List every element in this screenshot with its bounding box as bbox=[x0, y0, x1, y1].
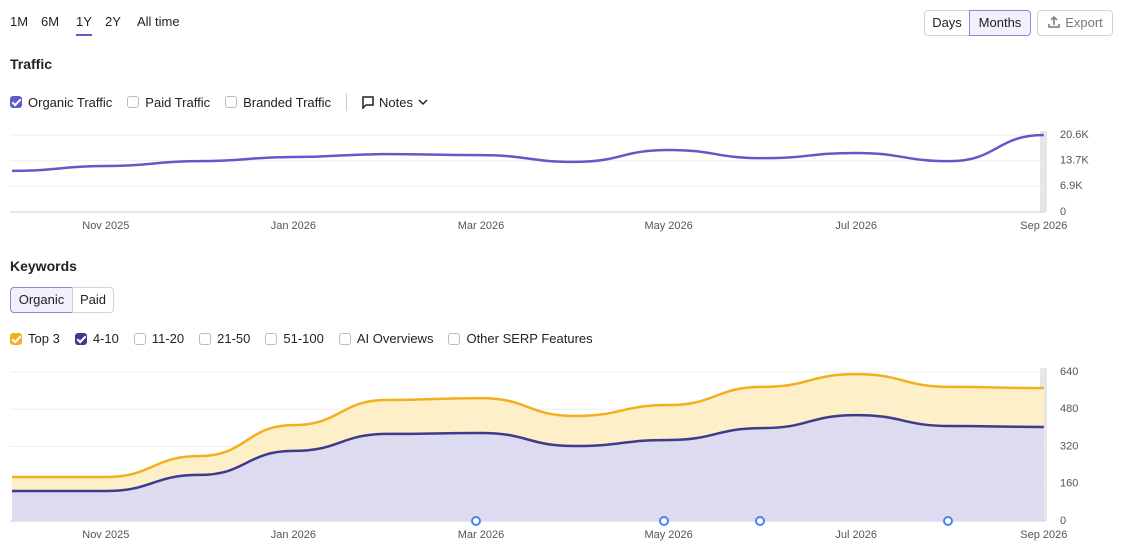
notes-label: Notes bbox=[379, 94, 413, 110]
x-tick-label: Nov 2025 bbox=[82, 220, 129, 232]
filter-label: AI Overviews bbox=[356, 331, 434, 346]
checkbox[interactable] bbox=[225, 96, 238, 108]
x-tick-label: May 2026 bbox=[644, 220, 692, 232]
y-tick-label: 480 bbox=[1060, 403, 1078, 415]
area bbox=[12, 415, 1044, 521]
line bbox=[11, 413, 1044, 493]
x-tick-label: Sep 2026 bbox=[1020, 220, 1067, 232]
x-tick-label: Jan 2026 bbox=[271, 529, 316, 541]
export-label: Export bbox=[1065, 15, 1103, 30]
filter-label: Top 3 bbox=[28, 331, 60, 346]
filter[interactable]: 4-10 bbox=[74, 331, 119, 346]
checkbox[interactable] bbox=[133, 332, 146, 345]
divider bbox=[346, 93, 348, 111]
traffic-filters: Organic Traffic Paid Traffic Branded Tra… bbox=[10, 93, 444, 111]
google-note[interactable] bbox=[471, 516, 481, 526]
x-tick-label: May 2026 bbox=[644, 529, 692, 541]
y-tick-label: 320 bbox=[1060, 440, 1078, 452]
y-tick-label: 20.6K bbox=[1060, 129, 1089, 141]
checkbox[interactable] bbox=[127, 96, 140, 108]
y-tick-label: 6.9K bbox=[1060, 180, 1083, 192]
google-note[interactable] bbox=[659, 516, 669, 526]
filter[interactable]: Paid Traffic bbox=[127, 95, 210, 110]
line bbox=[11, 372, 1044, 479]
checkbox[interactable] bbox=[265, 332, 278, 345]
filter-label: Branded Traffic bbox=[243, 94, 332, 110]
filter[interactable]: 51-100 bbox=[265, 331, 324, 346]
keywords-heading: Keywords bbox=[10, 258, 77, 274]
plot: 0 160 320 480 640 Nov 2025 Jan 2026 Mar 2026 May… bbox=[10, 366, 1078, 541]
y-tick-label: 160 bbox=[1060, 478, 1078, 490]
filter-label: Other SERP Features bbox=[466, 331, 593, 346]
period-tab[interactable]: 1M bbox=[10, 14, 29, 29]
checkbox[interactable] bbox=[10, 96, 22, 108]
filter-label: 11-20 bbox=[151, 331, 185, 346]
filter-label: 21-50 bbox=[217, 331, 251, 346]
notes-icon bbox=[362, 96, 374, 109]
filter[interactable]: Top 3 bbox=[10, 331, 60, 346]
x-tick-label: Sep 2026 bbox=[1020, 529, 1067, 541]
y-tick-label: 0 bbox=[1060, 515, 1066, 527]
notes-button[interactable]: Notes bbox=[361, 95, 429, 110]
period-tab[interactable]: 2Y bbox=[105, 14, 121, 29]
filter[interactable]: AI Overviews bbox=[338, 331, 434, 346]
google-note[interactable] bbox=[943, 516, 953, 526]
y-tick-label: 640 bbox=[1060, 366, 1078, 378]
filter[interactable]: Other SERP Features bbox=[448, 331, 593, 346]
filter[interactable]: Organic Traffic bbox=[10, 95, 112, 110]
months-button[interactable]: Months bbox=[969, 10, 1031, 36]
filter[interactable]: 11-20 bbox=[133, 331, 185, 346]
checkbox[interactable] bbox=[10, 332, 22, 345]
keyword-filters: Top 3 4-10 11-20 21-50 51-100 AI Overvie… bbox=[10, 331, 608, 346]
chevron bbox=[418, 99, 428, 106]
plot: 0 6.9K 13.7K 20.6K Nov 2025 Jan 2026 Mar 2026 M… bbox=[10, 129, 1089, 232]
x-tick-label: Jul 2026 bbox=[835, 529, 877, 541]
x-tick-label: Mar 2026 bbox=[458, 529, 504, 541]
y-tick-label: 13.7K bbox=[1060, 155, 1089, 167]
line bbox=[11, 133, 1044, 173]
filter-label: Paid Traffic bbox=[145, 94, 211, 110]
paid-tab[interactable]: Paid bbox=[72, 287, 114, 313]
organic-tab[interactable]: Organic bbox=[10, 287, 73, 313]
period-tab[interactable]: 6M bbox=[41, 14, 60, 29]
checkbox[interactable] bbox=[338, 332, 351, 345]
filter-label: Organic Traffic bbox=[28, 94, 113, 110]
checkbox[interactable] bbox=[74, 332, 87, 345]
filter[interactable]: 21-50 bbox=[199, 331, 250, 346]
x-tick-label: Jul 2026 bbox=[835, 220, 877, 232]
period-tab[interactable]: All time bbox=[137, 14, 180, 29]
note-markers bbox=[471, 516, 953, 526]
x-tick-label: Jan 2026 bbox=[271, 220, 316, 232]
x-tick-label: Nov 2025 bbox=[82, 529, 129, 541]
period-tab[interactable]: 1Y bbox=[76, 14, 92, 36]
traffic-chart: 0 6.9K 13.7K 20.6K Nov 2025 Jan 2026 Mar 2026 M… bbox=[10, 129, 1089, 232]
google-note[interactable] bbox=[755, 516, 765, 526]
checkbox[interactable] bbox=[448, 332, 461, 345]
checkbox[interactable] bbox=[199, 332, 212, 345]
scroll-edge bbox=[1040, 131, 1047, 212]
filter-label: 51-100 bbox=[283, 331, 324, 346]
y-tick-label: 0 bbox=[1060, 206, 1066, 218]
export-button[interactable]: Export bbox=[1037, 10, 1113, 36]
export-icon bbox=[1048, 15, 1060, 28]
filter[interactable]: Branded Traffic bbox=[225, 95, 331, 110]
traffic-heading: Traffic bbox=[10, 56, 53, 72]
filter-label: 4-10 bbox=[92, 331, 119, 346]
area bbox=[12, 374, 1044, 491]
x-tick-label: Mar 2026 bbox=[458, 220, 504, 232]
